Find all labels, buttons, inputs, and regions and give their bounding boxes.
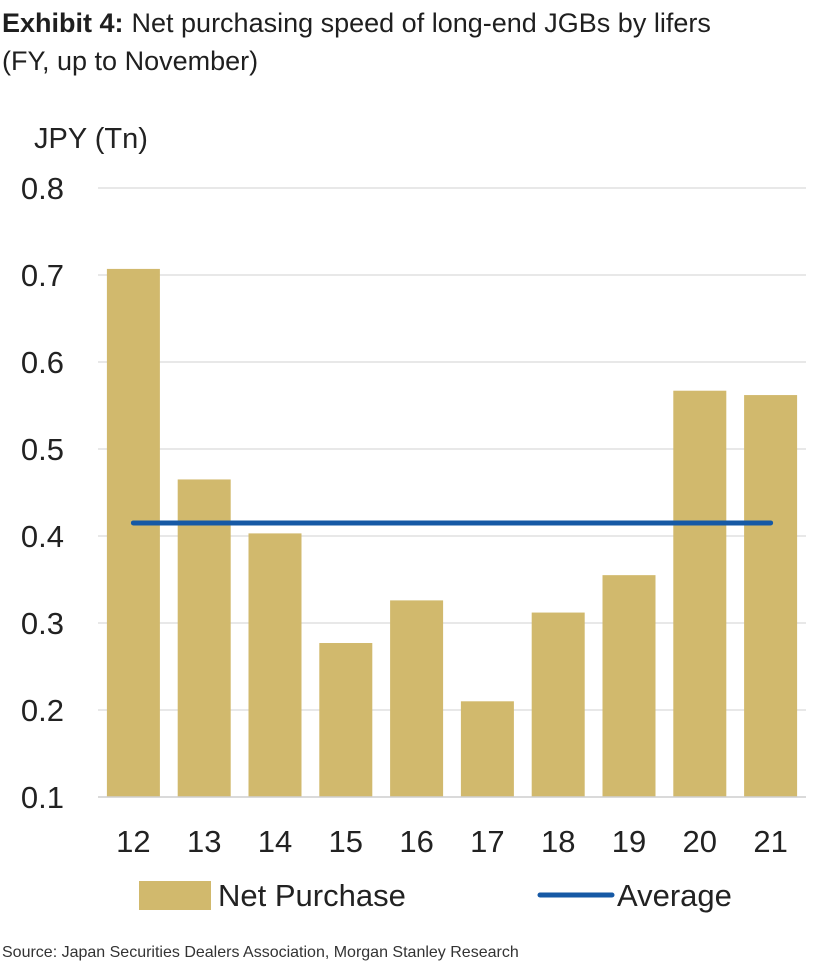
bar-17 <box>460 701 514 797</box>
bar-21 <box>744 395 798 797</box>
legend-label-net-purchase: Net Purchase <box>218 878 406 913</box>
bar-14 <box>248 533 302 797</box>
y-tick-label: 0.6 <box>21 345 64 380</box>
legend-swatch-net-purchase <box>139 881 211 910</box>
x-tick-label: 21 <box>753 824 787 859</box>
chart-title: Exhibit 4: Net purchasing speed of long-e… <box>2 4 836 80</box>
axes: 0.1 0.2 0.3 0.4 0.5 0.6 0.7 0.8 JPY (Tn) 12 13 14 15… <box>21 123 806 859</box>
x-tick-label: 13 <box>187 824 221 859</box>
y-tick-label: 0.2 <box>21 693 64 728</box>
y-tick-label: 0.5 <box>21 432 64 467</box>
x-tick-label: 19 <box>612 824 646 859</box>
bar-18 <box>531 612 585 797</box>
bar-13 <box>177 479 231 797</box>
bar-12 <box>106 268 160 797</box>
bar-16 <box>390 600 444 797</box>
y-tick-label: 0.4 <box>21 519 64 554</box>
bar-chart: 0.1 0.2 0.3 0.4 0.5 0.6 0.7 0.8 JPY (Tn) 12 13 14 15… <box>21 123 806 913</box>
x-tick-label: 16 <box>399 824 433 859</box>
y-tick-label: 0.1 <box>21 780 64 815</box>
x-tick-label: 17 <box>470 824 504 859</box>
x-tick-label: 18 <box>541 824 575 859</box>
bars <box>106 268 798 797</box>
x-tick-label: 12 <box>116 824 150 859</box>
x-tick-label: 14 <box>258 824 292 859</box>
title-text: Net purchasing speed of long-end JGBs by… <box>131 8 711 38</box>
y-tick-label: 0.7 <box>21 258 64 293</box>
title-line-1: Exhibit 4: Net purchasing speed of long-e… <box>2 4 836 42</box>
y-tick-label: 0.8 <box>21 171 64 206</box>
bar-19 <box>602 575 656 797</box>
bar-20 <box>673 390 727 797</box>
legend: Net Purchase Average <box>139 878 732 913</box>
bar-15 <box>319 643 373 797</box>
legend-label-average: Average <box>617 878 732 913</box>
x-tick-label: 15 <box>329 824 363 859</box>
y-axis-label: JPY (Tn) <box>34 123 148 155</box>
y-tick-label: 0.3 <box>21 606 64 641</box>
title-line-2: (FY, up to November) <box>2 46 259 76</box>
exhibit-label: Exhibit 4: <box>2 8 124 38</box>
source-note: Source: Japan Securities Dealers Associa… <box>2 944 519 961</box>
x-tick-label: 20 <box>683 824 717 859</box>
